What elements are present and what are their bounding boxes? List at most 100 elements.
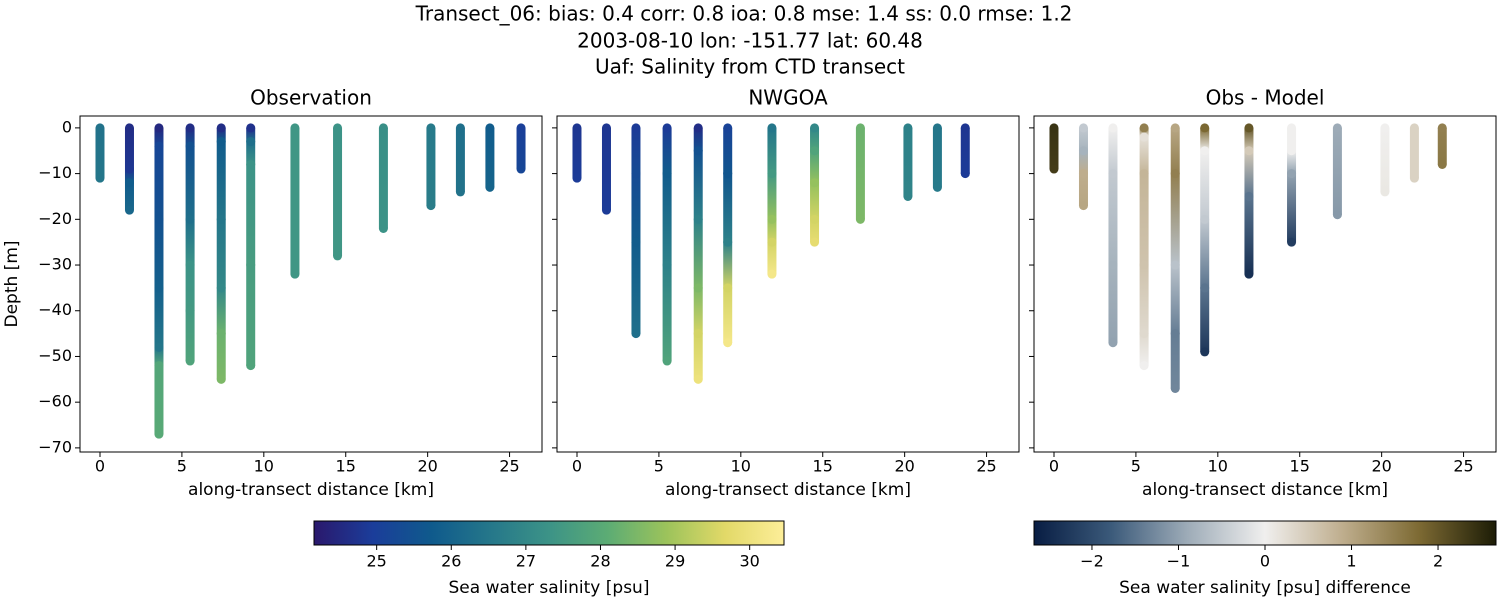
cast-segment (1170, 127, 1180, 174)
cast-segment (693, 150, 703, 220)
cast-segment (693, 287, 703, 334)
plot-frame (79, 115, 543, 453)
sample-point (426, 123, 436, 133)
sample-point (216, 123, 226, 133)
cast-segment (216, 127, 226, 142)
colorbar-tick-label: 0 (1260, 552, 1270, 571)
sample-point (378, 223, 388, 233)
sample-point (1108, 338, 1118, 348)
sample-point (1139, 329, 1149, 339)
sample-point (1139, 361, 1149, 371)
x-tick-label: 20 (894, 457, 914, 476)
sample-point (1244, 146, 1254, 156)
x-tick-label: 15 (813, 457, 833, 476)
x-tick-label: 5 (177, 457, 187, 476)
sample-point (767, 237, 777, 247)
sample-point (1139, 132, 1149, 142)
sample-point (1078, 169, 1088, 179)
sample-point (1139, 169, 1149, 179)
cast-segment (810, 127, 820, 151)
cast-segment (455, 127, 465, 192)
colorbar (1033, 520, 1497, 546)
cast-segment (1200, 127, 1210, 151)
sample-point (631, 329, 641, 339)
sample-point (767, 123, 777, 133)
sample-point (810, 123, 820, 133)
x-tick-label: 5 (654, 457, 664, 476)
x-tick-label: 0 (572, 457, 582, 476)
sample-point (932, 123, 942, 133)
cast-segment (1170, 265, 1180, 334)
sample-point (1200, 123, 1210, 133)
sample-point (631, 237, 641, 247)
sample-point (767, 169, 777, 179)
x-tick-label: 25 (976, 457, 996, 476)
sample-point (810, 237, 820, 247)
cast-segment (378, 127, 388, 229)
cast-segment (1200, 287, 1210, 352)
sample-point (1332, 210, 1342, 220)
cast-segment (1244, 150, 1254, 197)
sample-point (723, 169, 733, 179)
cast-segment (662, 127, 672, 174)
sample-point (1200, 283, 1210, 293)
sample-point (1200, 214, 1210, 224)
cast-segment (246, 164, 256, 266)
sample-point (1078, 201, 1088, 211)
cast-segment (767, 242, 777, 275)
cast-segment (290, 127, 300, 275)
sample-point (246, 159, 256, 169)
sample-point (154, 214, 164, 224)
sample-point (1108, 260, 1118, 270)
cast-segment (154, 347, 164, 366)
figure-title: Uaf: Salinity from CTD transect (595, 55, 905, 79)
cast-segment (246, 127, 256, 142)
sample-point (1380, 123, 1390, 133)
sample-point (216, 283, 226, 293)
cast-segment (1244, 127, 1254, 151)
cast-segment (154, 146, 164, 220)
cast-segment (1380, 127, 1390, 192)
cast-segment (960, 127, 970, 174)
sample-point (185, 123, 195, 133)
x-tick-label: 10 (731, 457, 751, 476)
sample-point (216, 374, 226, 384)
cast-segment (246, 141, 256, 165)
cast-segment (1108, 265, 1118, 343)
sample-point (1170, 329, 1180, 339)
colorbar-label: Sea water salinity [psu] difference (1119, 578, 1411, 598)
cast-segment (631, 127, 641, 174)
y-tick-label: −40 (38, 300, 72, 319)
cast-segment (1139, 137, 1149, 174)
colorbar-label: Sea water salinity [psu] (449, 578, 650, 598)
sample-point (662, 260, 672, 270)
sample-point (693, 374, 703, 384)
sample-point (124, 123, 134, 133)
sample-point (572, 173, 582, 183)
sample-point (662, 169, 672, 179)
sample-point (124, 178, 134, 188)
sample-point (1244, 191, 1254, 201)
cast-segment (903, 127, 913, 197)
colorbar-tick-label: −1 (1167, 552, 1191, 571)
cast-segment (216, 219, 226, 288)
sample-point (246, 137, 256, 147)
cast-segment (124, 127, 134, 170)
cast-segment (1170, 173, 1180, 266)
cast-segment (1049, 127, 1059, 170)
sample-point (1200, 347, 1210, 357)
sample-point (124, 164, 134, 174)
cast-segment (767, 127, 777, 174)
sample-point (601, 205, 611, 215)
sample-point (154, 283, 164, 293)
colorbar-tick-label: −2 (1080, 552, 1104, 571)
x-tick-label: 20 (1371, 457, 1391, 476)
sample-point (185, 356, 195, 366)
sample-point (1170, 123, 1180, 133)
cast-segment (216, 141, 226, 220)
sample-point (1049, 123, 1059, 133)
cast-segment (1200, 219, 1210, 288)
cast-segment (1409, 127, 1419, 179)
cast-segment (1200, 150, 1210, 220)
cast-segment (185, 265, 195, 311)
